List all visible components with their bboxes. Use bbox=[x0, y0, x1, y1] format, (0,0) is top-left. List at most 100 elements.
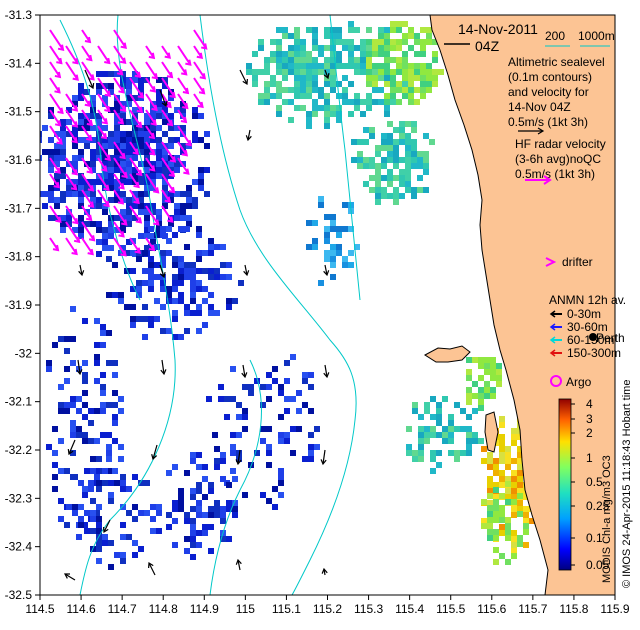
chl-pixel bbox=[517, 500, 523, 506]
chl-pixel bbox=[102, 143, 108, 149]
hf-vector-head bbox=[56, 57, 63, 65]
chl-pixel bbox=[330, 63, 336, 69]
chl-pixel bbox=[493, 487, 499, 493]
chl-pixel bbox=[90, 528, 96, 534]
chl-pixel bbox=[96, 71, 102, 77]
anmn-legend-arrowhead bbox=[549, 323, 556, 331]
chl-pixel bbox=[144, 209, 150, 215]
chl-pixel bbox=[523, 512, 529, 518]
chl-pixel bbox=[330, 250, 336, 256]
chl-pixel bbox=[174, 155, 180, 161]
chl-pixel bbox=[196, 542, 202, 548]
chl-pixel bbox=[499, 493, 505, 499]
chl-pixel bbox=[517, 458, 523, 464]
chl-pixel bbox=[499, 416, 505, 422]
chl-pixel bbox=[511, 482, 517, 488]
chl-pixel bbox=[290, 396, 296, 402]
chl-pixel bbox=[393, 199, 399, 205]
hf-vector-head bbox=[87, 248, 94, 256]
chl-pixel bbox=[393, 139, 399, 145]
chl-pixel bbox=[136, 286, 142, 292]
chl-pixel bbox=[54, 155, 60, 161]
chl-pixel bbox=[260, 492, 266, 498]
chl-pixel bbox=[236, 414, 242, 420]
chl-pixel bbox=[208, 482, 214, 488]
chl-pixel bbox=[375, 187, 381, 193]
chl-pixel bbox=[423, 151, 429, 157]
hf-vector-head bbox=[104, 105, 111, 113]
chl-pixel bbox=[88, 480, 94, 486]
chl-pixel bbox=[132, 119, 138, 125]
chl-pixel bbox=[112, 468, 118, 474]
chl-pixel bbox=[214, 506, 220, 512]
chl-pixel bbox=[369, 175, 375, 181]
chl-pixel bbox=[278, 390, 284, 396]
hf-vector-head bbox=[72, 217, 79, 225]
chl-pixel bbox=[260, 426, 266, 432]
chl-pixel bbox=[406, 426, 412, 432]
hf-vector bbox=[81, 221, 95, 241]
chl-pixel bbox=[66, 215, 72, 221]
chl-pixel bbox=[154, 244, 160, 250]
perth-marker bbox=[589, 333, 597, 341]
hf-vector-head bbox=[117, 198, 125, 205]
chl-pixel bbox=[196, 250, 202, 256]
chl-pixel bbox=[102, 233, 108, 239]
chl-pixel bbox=[466, 357, 472, 363]
chl-pixel bbox=[375, 199, 381, 205]
svg-text:0.5m/s (1kt 3h): 0.5m/s (1kt 3h) bbox=[515, 167, 595, 181]
chl-pixel bbox=[399, 157, 405, 163]
chl-pixel bbox=[405, 145, 411, 151]
chl-pixel bbox=[106, 444, 112, 450]
chl-pixel bbox=[306, 244, 312, 250]
chl-pixel bbox=[70, 396, 76, 402]
chl-pixel bbox=[360, 99, 366, 105]
chl-pixel bbox=[108, 131, 114, 137]
chl-pixel bbox=[366, 75, 372, 81]
chl-pixel bbox=[499, 517, 505, 523]
chl-pixel bbox=[270, 57, 276, 63]
chl-pixel bbox=[369, 127, 375, 133]
hf-vector-head bbox=[185, 139, 192, 147]
chl-pixel bbox=[472, 381, 478, 387]
hf-vector bbox=[113, 45, 126, 64]
chl-pixel bbox=[196, 500, 202, 506]
chl-pixel bbox=[499, 440, 505, 446]
chl-pixel bbox=[354, 63, 360, 69]
chl-pixel bbox=[196, 232, 202, 238]
chl-pixel bbox=[144, 510, 150, 516]
chl-pixel bbox=[106, 292, 112, 298]
hf-vector-head bbox=[100, 132, 108, 140]
chl-pixel bbox=[72, 179, 78, 185]
chl-pixel bbox=[202, 494, 208, 500]
chl-pixel bbox=[411, 163, 417, 169]
chl-pixel bbox=[306, 69, 312, 75]
chl-pixel bbox=[424, 432, 430, 438]
chl-pixel bbox=[118, 444, 124, 450]
chl-pixel bbox=[324, 111, 330, 117]
chl-pixel bbox=[405, 169, 411, 175]
chl-pixel bbox=[106, 402, 112, 408]
chl-pixel bbox=[220, 244, 226, 250]
hf-vector-head bbox=[121, 171, 128, 179]
chl-pixel bbox=[94, 510, 100, 516]
chl-pixel bbox=[330, 220, 336, 226]
chl-pixel bbox=[66, 179, 72, 185]
chl-pixel bbox=[420, 69, 426, 75]
chl-pixel bbox=[186, 185, 192, 191]
chl-pixel bbox=[272, 378, 278, 384]
chl-pixel bbox=[138, 125, 144, 131]
chl-pixel bbox=[282, 57, 288, 63]
hf-vector-head bbox=[120, 250, 127, 257]
chl-pixel bbox=[108, 89, 114, 95]
chl-pixel bbox=[48, 161, 54, 167]
chl-pixel bbox=[84, 528, 90, 534]
chl-pixel bbox=[108, 245, 114, 251]
chl-pixel bbox=[114, 107, 120, 113]
chl-pixel bbox=[90, 125, 96, 131]
hf-vector bbox=[161, 141, 176, 162]
hf-vector-head bbox=[165, 101, 172, 109]
chl-pixel bbox=[284, 360, 290, 366]
chl-pixel bbox=[248, 390, 254, 396]
